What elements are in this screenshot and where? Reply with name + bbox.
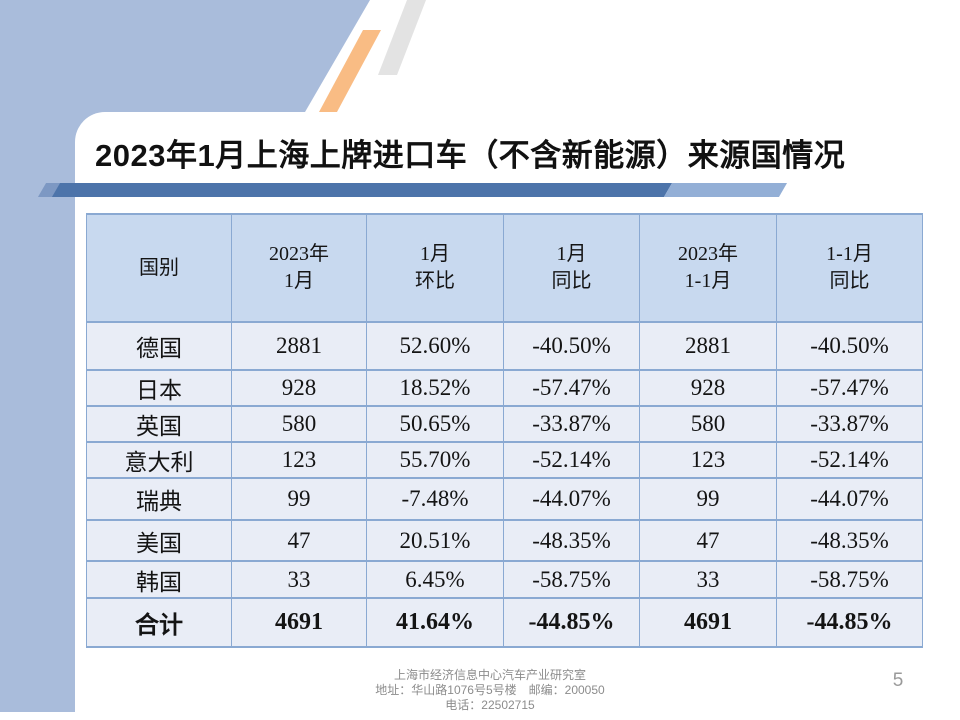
footer-address-block: 上海市经济信息中心汽车产业研究室 地址：华山路1076号5号楼 邮编：20005… — [90, 668, 890, 713]
footer-line-org: 上海市经济信息中心汽车产业研究室 — [393, 668, 586, 682]
cell-ytd: 33 — [639, 560, 777, 599]
cell-ytd-yoy: -33.87% — [776, 405, 923, 443]
cell-mom: 6.45% — [366, 560, 504, 599]
cell-volume: 123 — [231, 441, 367, 479]
cell-volume: 99 — [231, 477, 367, 521]
header-month-volume: 2023年 1月 — [231, 213, 367, 323]
header-yoy: 1月 同比 — [503, 213, 640, 323]
footer-line-phone: 电话：22502715 — [445, 698, 535, 712]
cell-volume: 47 — [231, 519, 367, 562]
cell-ytd-yoy: -58.75% — [776, 560, 923, 599]
table-header-row: 国别 2023年 1月 1月 环比 1月 同比 2023年 1-1月 1-1月 … — [86, 213, 923, 323]
cell-ytd: 580 — [639, 405, 777, 443]
title-underline-bar-tail — [663, 183, 788, 197]
cell-mom: -7.48% — [366, 477, 504, 521]
cell-volume: 928 — [231, 369, 367, 407]
cell-yoy: -33.87% — [503, 405, 640, 443]
table-row: 韩国 33 6.45% -58.75% 33 -58.75% — [86, 560, 923, 599]
gray-stripe-decoration — [378, 0, 426, 75]
table-row: 瑞典 99 -7.48% -44.07% 99 -44.07% — [86, 477, 923, 521]
footer-line-address: 地址：华山路1076号5号楼 邮编：200050 — [375, 683, 605, 697]
data-table: 国别 2023年 1月 1月 环比 1月 同比 2023年 1-1月 1-1月 … — [86, 213, 923, 648]
cell-mom: 18.52% — [366, 369, 504, 407]
cell-mom: 55.70% — [366, 441, 504, 479]
table-row: 英国 580 50.65% -33.87% 580 -33.87% — [86, 405, 923, 443]
cell-ytd: 2881 — [639, 321, 777, 371]
cell-ytd-yoy: -44.85% — [776, 597, 923, 648]
cell-yoy: -58.75% — [503, 560, 640, 599]
cell-country: 意大利 — [86, 441, 232, 479]
cell-ytd-yoy: -57.47% — [776, 369, 923, 407]
cell-yoy: -57.47% — [503, 369, 640, 407]
table-row: 意大利 123 55.70% -52.14% 123 -52.14% — [86, 441, 923, 479]
left-blue-band — [0, 0, 75, 712]
cell-volume: 580 — [231, 405, 367, 443]
header-ytd-yoy: 1-1月 同比 — [776, 213, 923, 323]
cell-ytd-yoy: -52.14% — [776, 441, 923, 479]
cell-country: 英国 — [86, 405, 232, 443]
title-underline-bar — [51, 183, 673, 197]
cell-ytd: 47 — [639, 519, 777, 562]
cell-yoy: -48.35% — [503, 519, 640, 562]
cell-mom: 50.65% — [366, 405, 504, 443]
cell-mom: 20.51% — [366, 519, 504, 562]
cell-volume: 2881 — [231, 321, 367, 371]
cell-ytd: 928 — [639, 369, 777, 407]
cell-ytd: 123 — [639, 441, 777, 479]
cell-yoy: -44.07% — [503, 477, 640, 521]
table-row: 日本 928 18.52% -57.47% 928 -57.47% — [86, 369, 923, 407]
data-table-container: 国别 2023年 1月 1月 环比 1月 同比 2023年 1-1月 1-1月 … — [86, 213, 923, 648]
table-row: 德国 2881 52.60% -40.50% 2881 -40.50% — [86, 321, 923, 371]
page-number: 5 — [892, 670, 904, 691]
cell-yoy: -52.14% — [503, 441, 640, 479]
table-row: 美国 47 20.51% -48.35% 47 -48.35% — [86, 519, 923, 562]
cell-mom: 41.64% — [366, 597, 504, 648]
table-total-row: 合计 4691 41.64% -44.85% 4691 -44.85% — [86, 597, 923, 648]
cell-ytd-yoy: -40.50% — [776, 321, 923, 371]
cell-volume: 4691 — [231, 597, 367, 648]
header-ytd-volume: 2023年 1-1月 — [639, 213, 777, 323]
cell-country: 日本 — [86, 369, 232, 407]
cell-yoy: -44.85% — [503, 597, 640, 648]
cell-ytd: 4691 — [639, 597, 777, 648]
cell-country: 德国 — [86, 321, 232, 371]
page-title: 2023年1月上海上牌进口车（不含新能源）来源国情况 — [95, 138, 846, 173]
cell-ytd-yoy: -48.35% — [776, 519, 923, 562]
cell-country: 瑞典 — [86, 477, 232, 521]
cell-ytd-yoy: -44.07% — [776, 477, 923, 521]
cell-volume: 33 — [231, 560, 367, 599]
cell-ytd: 99 — [639, 477, 777, 521]
cell-country: 美国 — [86, 519, 232, 562]
cell-country: 合计 — [86, 597, 232, 648]
cell-mom: 52.60% — [366, 321, 504, 371]
header-mom: 1月 环比 — [366, 213, 504, 323]
cell-yoy: -40.50% — [503, 321, 640, 371]
cell-country: 韩国 — [86, 560, 232, 599]
header-country: 国别 — [86, 213, 232, 323]
